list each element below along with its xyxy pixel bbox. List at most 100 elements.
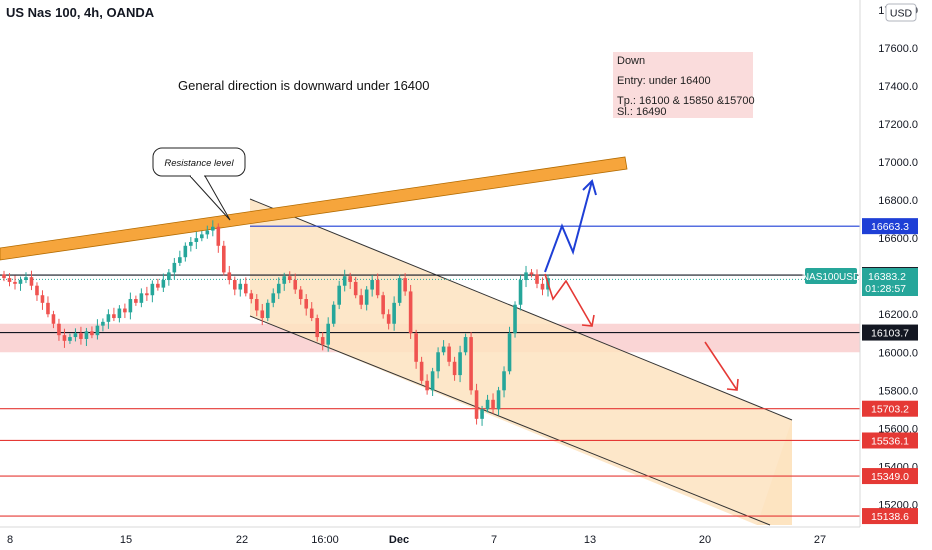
x-tick-label-6: 13: [584, 534, 596, 546]
time-axis[interactable]: 8 15 22 16:00 Dec 7 13 20 27: [0, 526, 860, 546]
candle-body-46: [254, 299, 259, 311]
candle-body-72: [397, 278, 402, 303]
candle-body-73: [403, 278, 407, 292]
candle-body-60: [331, 304, 336, 324]
level-tag-bg-6: [862, 508, 918, 525]
x-tick-label-7: 20: [699, 534, 711, 546]
candle-body-92: [507, 333, 512, 372]
candle-body-79: [436, 352, 440, 372]
symbol-title: US Nas 100, 4h, OANDA: [6, 5, 155, 20]
candle-body-8: [46, 302, 50, 315]
candle-body-50: [276, 283, 281, 294]
candle-body-66: [364, 289, 369, 305]
candle-body-87: [480, 409, 484, 419]
candle-body-91: [502, 371, 506, 391]
x-tick-labels: 8 15 22 16:00 Dec 7 13 20 27: [7, 534, 826, 546]
candle-body-47: [260, 310, 265, 319]
candle-body-86: [474, 390, 479, 419]
candle-body-11: [62, 335, 67, 341]
price-axis[interactable]: 15200.015400.015600.015800.016000.016200…: [859, 0, 932, 527]
candle-body-22: [123, 308, 127, 313]
x-tick-label-3: 16:00: [311, 534, 339, 546]
resistance-band: [0, 156, 628, 261]
red-far-arrow: [704, 341, 738, 391]
channel-lower-line: [249, 315, 771, 526]
level-tag-3: 15703.2: [871, 404, 909, 416]
candle-body-67: [370, 280, 374, 290]
candle-body-9: [51, 314, 56, 324]
level-tag-2: 16103.7: [871, 328, 909, 340]
trade-box: Down Entry: under 16400 Tp.: 16100 & 158…: [613, 52, 755, 118]
resistance-callout: Resistance level: [152, 147, 246, 221]
candle-body-28: [156, 283, 160, 288]
candle-body-31: [172, 262, 177, 273]
resistance-band-shape: [0, 156, 628, 261]
candle-body-71: [392, 302, 396, 324]
candle-body-36: [200, 234, 204, 239]
candle-body-53: [293, 280, 298, 290]
candle-body-44: [243, 283, 248, 294]
red-down-scenario-arrow: [544, 273, 593, 327]
trade-entry: Entry: under 16400: [617, 75, 711, 87]
candle-body-74: [408, 291, 413, 334]
candle-body-96: [529, 272, 534, 275]
y-tick-label-3: 15800.0: [878, 385, 918, 397]
candles-layer: [2, 220, 550, 426]
y-tick-label-10: 17200.0: [878, 119, 918, 131]
callout-pointer: [188, 175, 231, 221]
candle-body-52: [287, 276, 292, 281]
candle-body-29: [161, 280, 166, 288]
level-tag-6: 15138.6: [871, 511, 909, 523]
candle-body-48: [265, 302, 270, 319]
candle-body-20: [112, 314, 116, 319]
red-arrow-head: [581, 314, 595, 327]
blue-arrow-head: [582, 179, 597, 196]
candle-body-97: [535, 274, 539, 284]
last-price-group: NAS100USD 16383.2 01:28:57: [802, 268, 918, 296]
trade-direction: Down: [617, 55, 645, 67]
y-tick-label-12: 17600.0: [878, 43, 918, 55]
candle-body-83: [458, 352, 462, 376]
trade-take-profit: Tp.: 16100 & 15850 &15700: [617, 95, 755, 107]
callout-text: Resistance level: [164, 158, 234, 169]
candle-body-37: [205, 230, 210, 235]
candle-body-2: [13, 281, 17, 284]
x-tick-label-5: 7: [491, 534, 497, 546]
candle-body-5: [29, 277, 34, 286]
level-tag-4: 15536.1: [871, 435, 909, 447]
candle-body-16: [90, 331, 94, 336]
candle-body-68: [375, 280, 380, 296]
candle-body-98: [540, 283, 545, 290]
candle-body-82: [452, 361, 457, 376]
candle-body-63: [348, 276, 352, 282]
currency-badge[interactable]: USD: [885, 3, 917, 22]
candle-body-58: [320, 337, 325, 345]
candle-body-70: [386, 314, 391, 324]
candle-body-6: [35, 285, 39, 296]
trade-stop-loss: Sl.: 16490: [617, 106, 667, 118]
candle-body-25: [139, 293, 144, 303]
candle-body-89: [491, 399, 495, 410]
candle-body-41: [227, 272, 232, 281]
candle-body-93: [513, 304, 517, 334]
scenario-arrows: [544, 179, 739, 391]
candle-body-69: [381, 295, 385, 315]
trade-box-bg: [613, 52, 753, 118]
symbol-tag: NAS100USD: [802, 272, 860, 283]
x-tick-label-2: 22: [236, 534, 248, 546]
candle-body-27: [150, 283, 155, 296]
x-tick-label-4: Dec: [389, 534, 409, 546]
candle-body-84: [463, 337, 468, 353]
x-tick-label-8: 27: [814, 534, 826, 546]
y-tick-label-9: 17000.0: [878, 157, 918, 169]
candle-body-88: [485, 399, 490, 410]
level-tag-bg-0: [862, 218, 918, 235]
y-tick-labels: 15200.015400.015600.015800.016000.016200…: [878, 5, 918, 511]
candle-body-76: [419, 361, 424, 381]
y-tick-label-5: 16200.0: [878, 309, 918, 321]
candle-body-24: [134, 299, 138, 303]
candle-body-65: [359, 295, 363, 305]
candle-body-78: [430, 371, 435, 391]
candle-body-90: [496, 390, 501, 410]
